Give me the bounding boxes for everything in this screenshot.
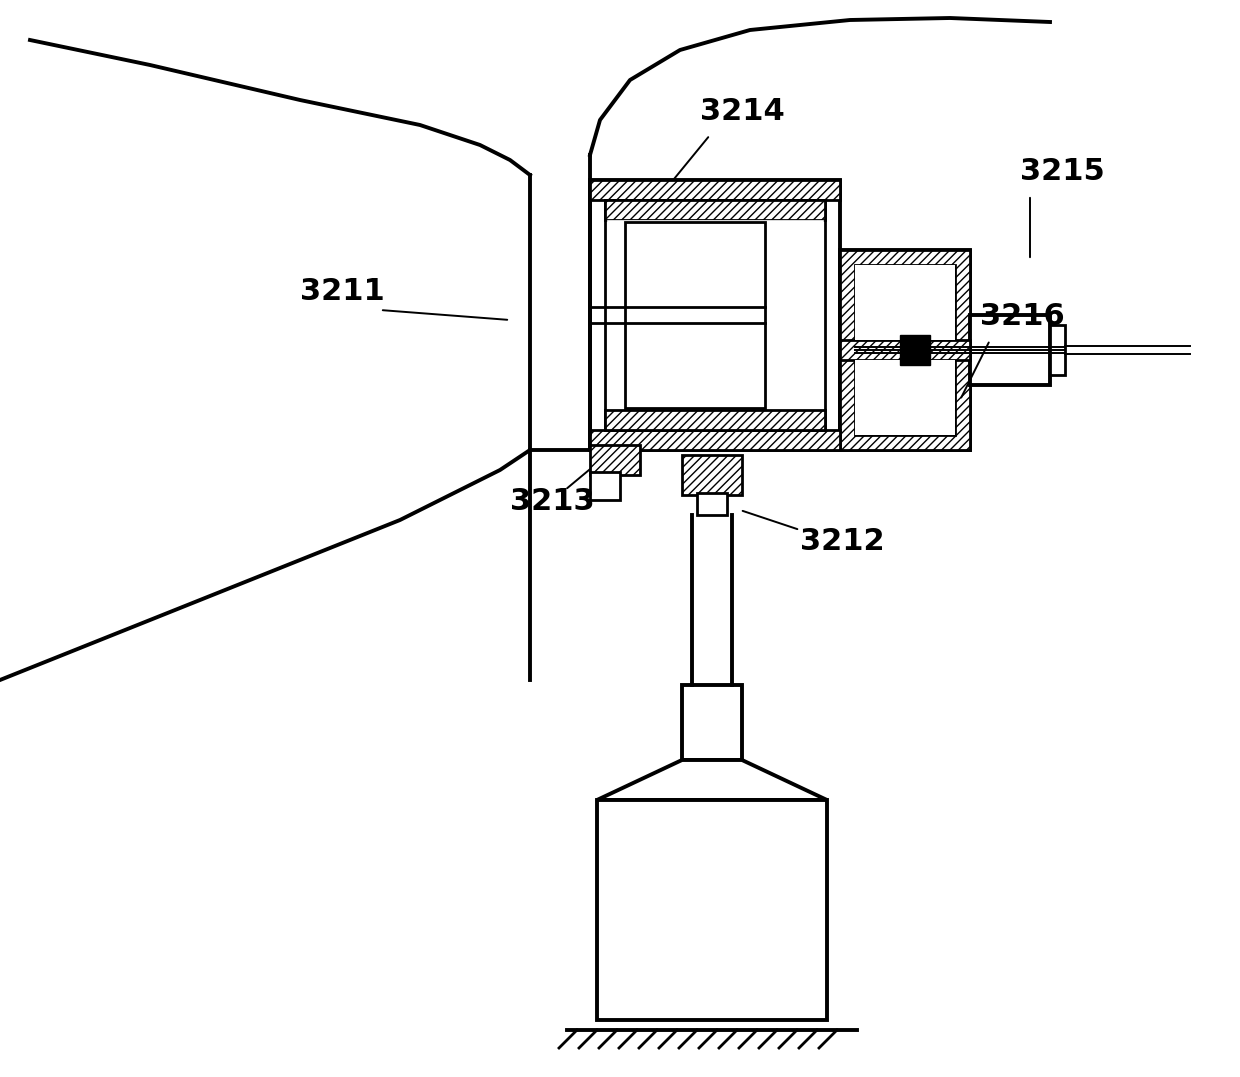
Bar bbox=[590, 180, 839, 450]
Bar bbox=[839, 250, 970, 450]
Bar bbox=[682, 454, 742, 495]
Bar bbox=[608, 220, 823, 408]
Bar bbox=[697, 493, 727, 515]
Bar bbox=[1050, 325, 1065, 375]
Text: 3213: 3213 bbox=[510, 487, 595, 516]
Text: 3214: 3214 bbox=[701, 97, 785, 126]
Bar bbox=[682, 685, 742, 760]
Bar bbox=[856, 360, 955, 435]
Bar bbox=[839, 340, 970, 360]
Polygon shape bbox=[596, 760, 827, 800]
Bar bbox=[590, 430, 839, 450]
Bar bbox=[970, 314, 1050, 384]
Bar bbox=[605, 200, 825, 220]
Bar bbox=[605, 410, 825, 430]
Text: 3212: 3212 bbox=[800, 527, 884, 556]
Text: 3216: 3216 bbox=[980, 302, 1065, 331]
Bar bbox=[605, 200, 825, 430]
Bar bbox=[625, 222, 765, 408]
Bar bbox=[590, 472, 620, 500]
Bar bbox=[856, 265, 955, 435]
Text: 3215: 3215 bbox=[1021, 157, 1105, 186]
Bar bbox=[856, 265, 955, 340]
Bar bbox=[839, 250, 970, 450]
Bar bbox=[900, 335, 930, 365]
Bar bbox=[590, 445, 640, 475]
Bar bbox=[590, 180, 839, 200]
Bar bbox=[596, 800, 827, 1020]
Text: 3211: 3211 bbox=[300, 277, 384, 306]
